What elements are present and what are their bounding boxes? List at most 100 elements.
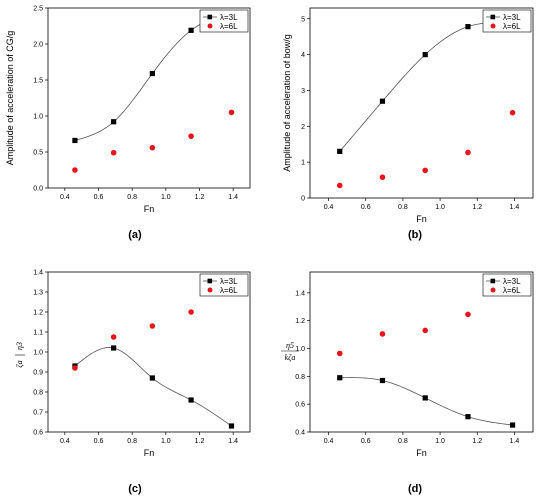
- x-tick-label: 0.8: [127, 438, 137, 445]
- y-tick-label: 0.8: [33, 390, 43, 397]
- y-axis-title: Amplitude of acceleration of CG/g: [5, 31, 15, 166]
- y-axis-title-denominator: ζa: [15, 360, 24, 367]
- data-point-6L: [188, 309, 194, 315]
- x-axis-title: Fn: [416, 214, 427, 224]
- y-axis-title: Amplitude of acceleration of bow/g: [282, 34, 292, 172]
- y-tick-label: 0.6: [33, 430, 43, 437]
- legend: λ=3Lλ=6L: [199, 9, 249, 33]
- data-point-3L: [188, 27, 194, 33]
- y-tick-label: 2.0: [33, 42, 43, 49]
- y-tick-label: 0.7: [33, 410, 43, 417]
- y-tick-label: 1.2: [33, 310, 43, 317]
- y-tick-label: 5: [301, 16, 305, 23]
- legend-marker-3L: [207, 278, 213, 284]
- data-point-3L: [509, 422, 516, 428]
- data-point-6L: [465, 149, 471, 156]
- data-point-3L: [379, 377, 386, 384]
- x-axis-title: Fn: [416, 448, 427, 458]
- legend-marker-3L: [207, 14, 213, 20]
- data-point-3L: [465, 414, 471, 420]
- y-axis-title-denominator: kζa: [285, 353, 296, 362]
- x-tick-label: 0.4: [60, 194, 70, 201]
- data-point-6L: [149, 144, 156, 151]
- data-point-6L: [110, 149, 117, 156]
- legend-marker-3L: [490, 278, 496, 284]
- legend-label: λ=6L: [503, 22, 521, 31]
- y-axis-title: ζa η3: [15, 342, 25, 368]
- legend-label: λ=6L: [220, 22, 238, 31]
- data-point-6L: [149, 323, 156, 329]
- x-tick-label: 0.6: [361, 204, 371, 211]
- y-tick-label: 1: [301, 160, 305, 167]
- data-point-6L: [110, 334, 117, 340]
- legend-label: λ=3L: [220, 277, 238, 286]
- x-tick-label: 0.6: [94, 438, 104, 445]
- y-tick-label: 0.6: [295, 402, 305, 409]
- data-point-3L: [111, 345, 117, 351]
- y-tick-label: 2: [301, 124, 305, 131]
- legend-marker-6L: [207, 287, 213, 293]
- x-tick-label: 0.8: [127, 194, 137, 201]
- x-tick-label: 0.4: [324, 438, 334, 445]
- data-point-6L: [422, 167, 429, 174]
- x-tick-label: 0.6: [361, 438, 371, 445]
- data-point-3L: [228, 423, 235, 429]
- data-point-3L: [422, 395, 428, 401]
- data-point-6L: [336, 182, 343, 189]
- y-tick-label: 1.3: [33, 290, 43, 297]
- data-point-3L: [111, 119, 117, 125]
- series-fit-curve-3L: [74, 347, 232, 427]
- legend-label: λ=3L: [503, 277, 521, 286]
- legend: λ=3Lλ=6L: [482, 9, 532, 33]
- data-point-3L: [337, 148, 343, 154]
- plot-frame: [309, 7, 534, 199]
- series-fit-curve-3L: [339, 377, 513, 426]
- y-tick-label: 1.0: [295, 346, 305, 353]
- y-tick-label: 3: [301, 88, 305, 95]
- y-axis-title-numerator: η5: [286, 341, 294, 350]
- data-point-3L: [422, 52, 428, 58]
- legend-label: λ=3L: [220, 13, 238, 22]
- y-axis-title: η5 kζa: [281, 341, 299, 362]
- legend-marker-6L: [490, 287, 496, 293]
- legend-label: λ=6L: [503, 286, 521, 295]
- data-point-6L: [228, 109, 235, 116]
- y-tick-label: 1.5: [33, 78, 43, 85]
- y-tick-label: 1.4: [33, 270, 43, 277]
- panel-label: (b): [408, 229, 422, 241]
- x-tick-label: 1.0: [435, 204, 445, 211]
- legend-label: λ=3L: [503, 13, 521, 22]
- y-tick-label: 0.9: [33, 370, 43, 377]
- legend-marker-6L: [207, 23, 213, 29]
- y-tick-label: 1.4: [295, 290, 305, 297]
- x-tick-label: 1.2: [472, 438, 482, 445]
- legend-marker-3L: [490, 14, 496, 20]
- y-tick-label: 1.1: [33, 330, 43, 337]
- y-axis-title-numerator: η3: [15, 342, 24, 350]
- x-tick-label: 1.2: [472, 204, 482, 211]
- x-tick-label: 0.8: [398, 204, 408, 211]
- y-tick-label: 0.8: [295, 374, 305, 381]
- x-tick-label: 1.0: [435, 438, 445, 445]
- data-point-6L: [509, 109, 516, 116]
- y-tick-label: 0.0: [33, 186, 43, 193]
- data-point-3L: [149, 70, 155, 77]
- x-tick-label: 1.2: [195, 438, 205, 445]
- data-point-6L: [188, 133, 194, 139]
- data-point-6L: [422, 327, 429, 334]
- data-point-6L: [379, 331, 386, 337]
- data-point-6L: [379, 174, 386, 181]
- plot-frame: [47, 7, 251, 189]
- chart-panel-d: 0.4 0.6 0.8 1.0 1.2 1.4 0.4 0.6 0.8 1.0 1.2 1.4 Fn η5…: [281, 271, 534, 495]
- legend: λ=3Lλ=6L: [482, 273, 532, 297]
- data-point-6L: [72, 365, 78, 371]
- data-point-6L: [72, 167, 78, 173]
- plot-frame: [309, 271, 534, 433]
- x-tick-label: 0.4: [324, 204, 334, 211]
- data-point-3L: [149, 375, 155, 381]
- data-point-3L: [465, 24, 471, 30]
- x-tick-label: 1.4: [510, 438, 520, 445]
- x-tick-label: 0.6: [94, 194, 104, 201]
- x-axis-title: Fn: [144, 204, 155, 214]
